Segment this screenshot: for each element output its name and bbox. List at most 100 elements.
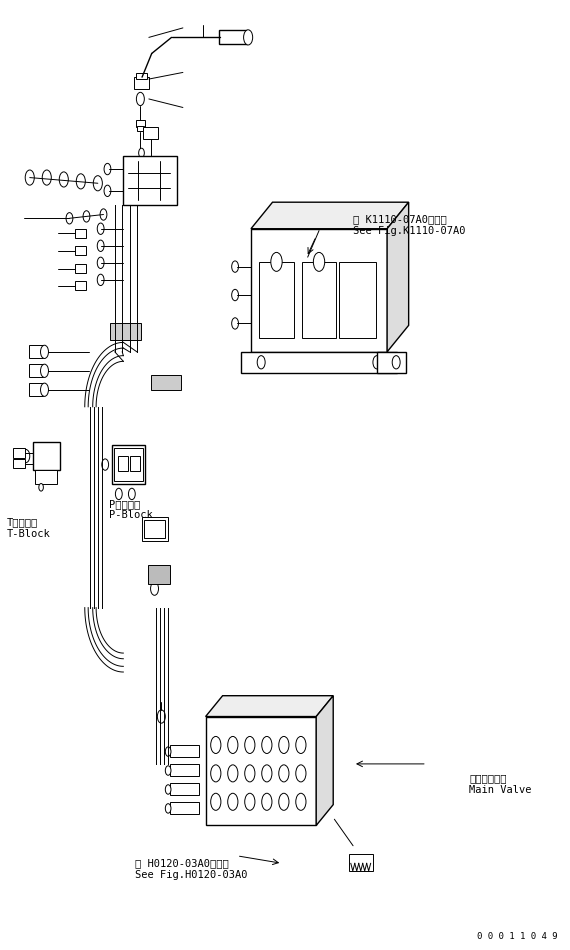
Bar xyxy=(117,456,128,471)
Text: Tブロック
T-Block: Tブロック T-Block xyxy=(7,518,51,540)
Circle shape xyxy=(97,240,104,252)
Text: 0 0 0 1 1 0 4 9: 0 0 0 1 1 0 4 9 xyxy=(477,932,557,941)
Bar xyxy=(28,383,43,396)
Circle shape xyxy=(97,223,104,235)
Polygon shape xyxy=(387,202,409,352)
Bar xyxy=(251,229,387,352)
Circle shape xyxy=(59,172,68,187)
Circle shape xyxy=(165,747,171,756)
Bar xyxy=(111,323,141,340)
Bar xyxy=(130,456,140,471)
Circle shape xyxy=(76,174,86,189)
Bar xyxy=(133,77,149,88)
Circle shape xyxy=(296,793,306,810)
Circle shape xyxy=(104,163,111,175)
Circle shape xyxy=(40,364,48,377)
Bar xyxy=(377,352,406,372)
Circle shape xyxy=(373,355,381,369)
Bar xyxy=(170,745,199,757)
Text: 第 K1110-07A0図参照
See Fig.K1110-07A0: 第 K1110-07A0図参照 See Fig.K1110-07A0 xyxy=(353,215,466,237)
Circle shape xyxy=(296,765,306,782)
Circle shape xyxy=(136,92,144,105)
Circle shape xyxy=(139,148,144,158)
Bar xyxy=(151,374,181,390)
Bar xyxy=(112,445,145,484)
Circle shape xyxy=(165,804,171,813)
Circle shape xyxy=(100,209,107,220)
Circle shape xyxy=(22,449,30,463)
Circle shape xyxy=(150,582,158,596)
Bar xyxy=(137,126,144,131)
Circle shape xyxy=(227,736,238,753)
Bar xyxy=(148,565,170,584)
Circle shape xyxy=(211,736,221,753)
Bar xyxy=(170,802,199,814)
Circle shape xyxy=(257,355,265,369)
Bar xyxy=(206,716,316,826)
Circle shape xyxy=(262,793,272,810)
Polygon shape xyxy=(206,695,333,716)
Bar xyxy=(75,246,87,256)
Circle shape xyxy=(97,275,104,286)
Bar xyxy=(123,156,177,205)
Bar xyxy=(35,470,57,484)
Circle shape xyxy=(231,290,238,301)
Bar xyxy=(136,120,145,127)
Polygon shape xyxy=(316,695,333,826)
Circle shape xyxy=(165,766,171,775)
Circle shape xyxy=(39,484,43,491)
Polygon shape xyxy=(251,202,409,229)
Text: 第 H0120-03A0図参照
See Fig.H0120-03A0: 第 H0120-03A0図参照 See Fig.H0120-03A0 xyxy=(135,859,247,881)
Circle shape xyxy=(83,211,90,222)
Circle shape xyxy=(231,261,238,273)
Bar xyxy=(75,264,87,274)
Circle shape xyxy=(262,736,272,753)
Bar xyxy=(136,73,147,79)
Bar xyxy=(170,764,199,776)
Bar xyxy=(32,442,60,470)
Circle shape xyxy=(279,793,289,810)
Circle shape xyxy=(262,765,272,782)
Bar xyxy=(219,29,247,44)
Circle shape xyxy=(279,765,289,782)
Circle shape xyxy=(93,176,103,191)
Bar xyxy=(75,229,87,238)
Circle shape xyxy=(40,383,48,396)
Circle shape xyxy=(165,785,171,794)
Bar xyxy=(241,352,397,372)
Bar xyxy=(339,262,376,337)
Bar xyxy=(13,448,25,458)
Circle shape xyxy=(40,345,48,358)
Circle shape xyxy=(42,170,51,185)
Bar xyxy=(170,783,199,795)
Text: メインバルブ
Main Valve: メインバルブ Main Valve xyxy=(469,773,532,795)
Circle shape xyxy=(227,793,238,810)
Circle shape xyxy=(271,253,282,272)
Circle shape xyxy=(211,765,221,782)
Bar xyxy=(114,448,142,481)
Circle shape xyxy=(102,459,109,470)
Text: Pブロック
P-Block: Pブロック P-Block xyxy=(109,499,153,521)
Circle shape xyxy=(314,253,325,272)
Bar xyxy=(143,127,158,139)
Circle shape xyxy=(97,257,104,269)
Circle shape xyxy=(104,185,111,197)
Bar xyxy=(28,345,43,358)
Bar xyxy=(259,262,294,337)
Circle shape xyxy=(227,765,238,782)
Bar xyxy=(302,262,336,337)
Circle shape xyxy=(66,213,73,224)
Bar xyxy=(142,517,168,542)
Bar xyxy=(349,854,373,871)
Circle shape xyxy=(243,29,253,45)
Bar xyxy=(13,459,25,468)
Bar xyxy=(75,281,87,291)
Circle shape xyxy=(157,710,165,723)
Circle shape xyxy=(245,736,255,753)
Circle shape xyxy=(211,793,221,810)
Bar xyxy=(144,520,165,539)
Circle shape xyxy=(279,736,289,753)
Circle shape xyxy=(25,170,34,185)
Circle shape xyxy=(245,765,255,782)
Circle shape xyxy=(115,488,122,500)
